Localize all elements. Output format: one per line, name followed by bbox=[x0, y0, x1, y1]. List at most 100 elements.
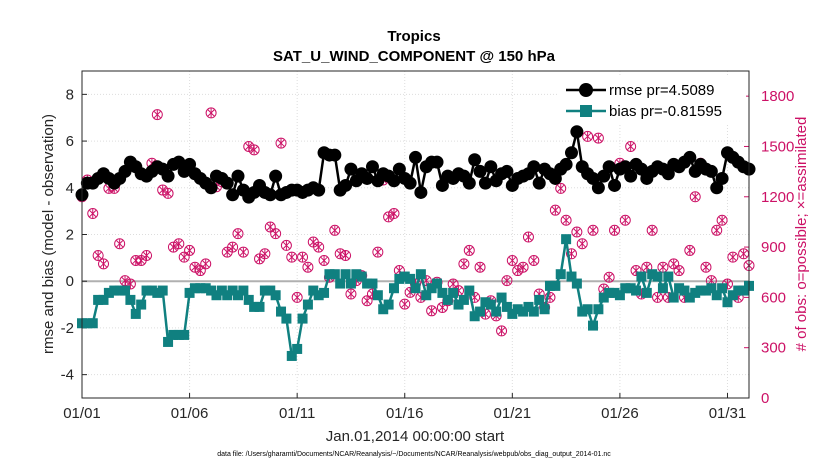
rmse-marker bbox=[365, 160, 379, 174]
assimilated-marker bbox=[589, 225, 597, 235]
bias-marker bbox=[722, 297, 733, 308]
assimilated-marker bbox=[186, 245, 194, 255]
bias-marker bbox=[394, 273, 405, 284]
y-right-tick-label: 1800 bbox=[761, 88, 794, 105]
y-tick-label: 4 bbox=[66, 180, 74, 197]
bias-marker bbox=[469, 311, 480, 322]
bias-marker bbox=[738, 285, 749, 296]
assimilated-marker bbox=[514, 266, 522, 276]
assimilated-marker bbox=[229, 242, 237, 252]
assimilated-marker bbox=[99, 259, 108, 269]
bias-marker bbox=[652, 271, 663, 282]
rmse-marker bbox=[220, 176, 234, 190]
bias-marker bbox=[405, 273, 416, 284]
rmse-marker bbox=[570, 125, 584, 139]
bias-marker bbox=[324, 269, 335, 280]
assimilated-marker bbox=[164, 188, 172, 198]
assimilated-marker bbox=[670, 259, 678, 269]
assimilated-marker bbox=[121, 276, 129, 286]
bias-marker bbox=[399, 271, 410, 282]
bias-marker bbox=[308, 285, 319, 296]
assimilated-marker bbox=[234, 229, 242, 239]
rmse-marker bbox=[387, 174, 401, 188]
legend-bias-label: bias pr=-0.81595 bbox=[609, 103, 722, 120]
assimilated-marker bbox=[465, 245, 473, 255]
legend-rmse-label: rmse pr=4.5089 bbox=[609, 82, 714, 99]
assimilated-marker bbox=[627, 141, 635, 151]
assimilated-marker bbox=[385, 212, 393, 222]
possible-marker bbox=[232, 228, 244, 240]
assimilated-marker bbox=[675, 266, 683, 276]
bias-marker bbox=[173, 329, 184, 340]
rmse-marker bbox=[430, 155, 444, 169]
assimilated-marker bbox=[245, 141, 253, 151]
bias-marker bbox=[636, 271, 647, 282]
possible-marker bbox=[227, 241, 239, 253]
rmse-marker bbox=[414, 185, 428, 199]
bias-marker bbox=[620, 283, 631, 294]
bias-marker bbox=[297, 313, 308, 324]
rmse-marker bbox=[226, 188, 240, 202]
possible-marker bbox=[544, 291, 556, 303]
possible-marker bbox=[652, 291, 664, 303]
bias-marker bbox=[356, 271, 367, 282]
bias-marker bbox=[249, 301, 260, 312]
assimilated-marker bbox=[159, 185, 167, 195]
bias-marker bbox=[222, 290, 233, 301]
assimilated-marker bbox=[282, 240, 290, 250]
bias-marker bbox=[302, 299, 313, 310]
rmse-marker bbox=[468, 153, 482, 167]
assimilated-marker bbox=[610, 225, 619, 235]
rmse-marker bbox=[608, 178, 622, 192]
assimilated-marker bbox=[562, 215, 570, 225]
data-file-note: data file: /Users/gharamti/Documents/NCA… bbox=[217, 451, 611, 458]
assimilated-marker bbox=[266, 222, 274, 232]
rmse-marker bbox=[263, 188, 277, 202]
bias-marker bbox=[480, 297, 491, 308]
assimilated-marker bbox=[551, 205, 559, 215]
x-ticks: 01/01 01/06 01/11 01/16 01/21 01/26 01/31 bbox=[63, 393, 746, 422]
assimilated-marker bbox=[460, 259, 468, 269]
assimilated-marker bbox=[142, 250, 151, 260]
bias-marker bbox=[141, 285, 152, 296]
bias-marker bbox=[286, 350, 297, 361]
x-tick-label: 01/11 bbox=[279, 405, 315, 422]
bias-marker bbox=[437, 287, 448, 298]
assimilated-marker bbox=[277, 138, 285, 148]
possible-marker bbox=[259, 248, 271, 260]
bias-marker bbox=[281, 313, 292, 324]
bias-marker bbox=[657, 283, 668, 294]
assimilated-marker bbox=[519, 262, 527, 272]
y-ticks: -4 -2 0 2 4 6 8 bbox=[61, 86, 87, 384]
rmse-marker bbox=[328, 148, 342, 162]
rmse-marker bbox=[462, 176, 476, 190]
bias-marker bbox=[528, 306, 539, 317]
assimilated-marker bbox=[336, 249, 344, 259]
bias-marker bbox=[641, 287, 652, 298]
bias-marker bbox=[120, 285, 131, 296]
possible-marker bbox=[711, 224, 723, 236]
bias-marker bbox=[679, 285, 690, 296]
bias-marker bbox=[372, 290, 383, 301]
bias-marker bbox=[555, 269, 566, 280]
bias-marker bbox=[458, 294, 469, 305]
assimilated-marker bbox=[498, 326, 506, 336]
possible-marker bbox=[727, 251, 739, 263]
possible-marker bbox=[587, 224, 599, 236]
bias-marker bbox=[216, 285, 227, 296]
assimilated-marker bbox=[94, 250, 102, 260]
assimilated-marker bbox=[524, 232, 533, 242]
assimilated-marker bbox=[363, 296, 371, 306]
bias-marker bbox=[598, 292, 609, 303]
bias-marker bbox=[464, 285, 475, 296]
possible-marker bbox=[673, 265, 685, 277]
bias-marker bbox=[512, 304, 523, 315]
rmse-marker bbox=[559, 157, 573, 171]
assimilated-marker bbox=[449, 279, 457, 289]
assimilated-marker bbox=[718, 215, 726, 225]
possible-marker bbox=[571, 226, 583, 238]
possible-marker bbox=[582, 130, 594, 142]
bias-marker bbox=[577, 306, 588, 317]
assimilated-marker bbox=[605, 272, 613, 282]
assimilated-marker bbox=[401, 299, 409, 309]
